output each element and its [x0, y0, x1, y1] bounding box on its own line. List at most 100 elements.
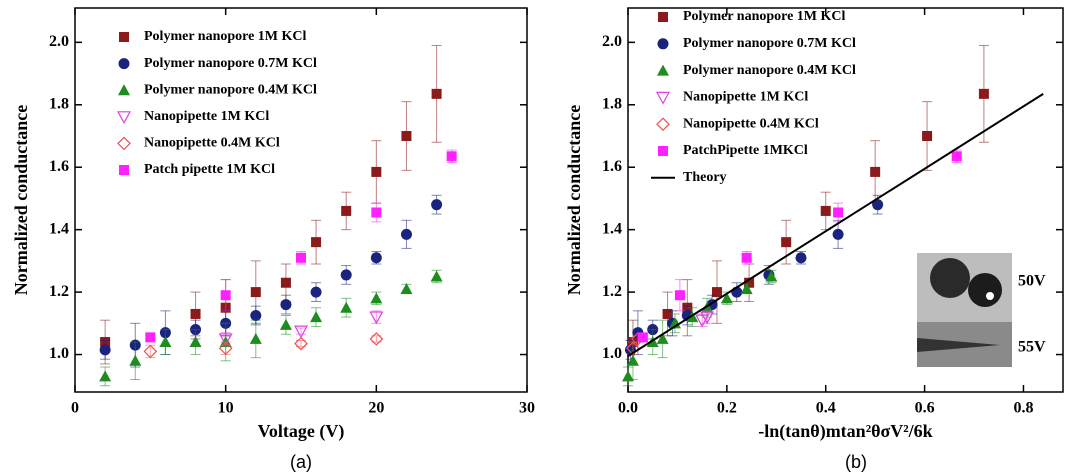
y-tick-label: 1.0	[602, 345, 622, 362]
point	[626, 341, 640, 356]
x-tick-label: 20	[368, 400, 384, 417]
legend-marker	[655, 91, 671, 105]
point	[781, 237, 792, 248]
inset-image	[930, 258, 970, 298]
point	[294, 336, 308, 351]
point	[293, 325, 309, 339]
legend-marker	[657, 64, 669, 76]
point	[431, 199, 443, 211]
error-bar	[145, 344, 156, 359]
point	[250, 287, 261, 298]
point	[189, 336, 202, 348]
legend-label: Polymer nanopore 1M KCl	[683, 9, 846, 24]
point	[370, 292, 383, 304]
legend-label: Nanopipette 1M KCl	[144, 109, 269, 124]
point	[662, 308, 673, 319]
point	[978, 88, 989, 99]
x-tick-label: 10	[218, 400, 234, 417]
legend-marker	[119, 32, 129, 42]
point	[832, 228, 844, 240]
point	[765, 270, 778, 282]
legend-label: Nanopipette 1M KCl	[683, 90, 808, 105]
caption: (a)	[290, 452, 312, 472]
point	[129, 354, 142, 366]
point	[220, 290, 231, 301]
x-tick-label: 0	[71, 400, 79, 417]
legend-label: Nanopipette 0.4M KCl	[683, 116, 819, 131]
legend-marker	[658, 12, 668, 22]
point	[431, 88, 442, 99]
legend-label: Polymer nanopore 0.7M KCl	[144, 56, 317, 71]
point	[700, 311, 715, 325]
point	[870, 166, 881, 177]
legend-label: Polymer nanopore 1M KCl	[144, 29, 307, 44]
point	[711, 287, 722, 298]
point	[741, 252, 752, 263]
point	[370, 252, 382, 264]
legend-label: Theory	[683, 170, 727, 185]
point	[400, 228, 412, 240]
x-tick-label: 0.4	[816, 400, 836, 417]
y-tick-label: 1.2	[49, 283, 69, 300]
point	[720, 292, 733, 304]
panel: 0.0 0.2 0.4 0.6 0.8 1.0 1.2 1.4 1.6 1.8 2.0 -ln(tan…	[564, 7, 1064, 472]
y-tick-label: 1.4	[49, 220, 69, 237]
legend-label: Polymer nanopore 0.7M KCl	[683, 36, 856, 51]
legend-marker	[119, 165, 129, 175]
y-tick-label: 1.6	[602, 158, 622, 175]
point	[400, 282, 413, 294]
legend-label: Polymer nanopore 0.4M KCl	[683, 63, 856, 78]
point	[340, 301, 353, 313]
point	[622, 370, 634, 382]
x-tick-label: 0.6	[915, 400, 935, 417]
legend-label: PatchPipette 1MKCl	[683, 143, 808, 158]
point	[674, 290, 685, 301]
x-tick-label: 0.0	[618, 400, 638, 417]
legend-marker	[117, 136, 131, 151]
point	[280, 277, 291, 288]
point	[401, 131, 412, 141]
point	[922, 131, 933, 141]
point	[371, 166, 382, 177]
y-tick-label: 1.8	[49, 95, 69, 112]
legend-marker	[116, 111, 132, 125]
y-tick-label: 2.0	[49, 33, 69, 50]
point	[340, 269, 352, 281]
point	[369, 311, 384, 325]
theory-line	[627, 93, 1044, 357]
point	[296, 252, 306, 263]
plot-frame	[627, 7, 1064, 393]
legend-label: Polymer nanopore 0.4M KCl	[144, 82, 317, 97]
y-axis-label: Normalized conductance	[11, 105, 31, 295]
plot-frame	[74, 7, 528, 393]
point	[99, 370, 112, 382]
y-tick-label: 1.0	[49, 345, 69, 362]
y-tick-label: 1.2	[602, 283, 622, 300]
legend-marker	[657, 38, 669, 50]
point	[159, 336, 172, 348]
point	[341, 205, 352, 216]
point	[310, 311, 323, 323]
point	[218, 333, 233, 347]
legend-label: Nanopipette 0.4M KCl	[144, 136, 280, 151]
point	[656, 332, 669, 344]
point	[820, 205, 831, 216]
legend-marker	[656, 117, 670, 132]
point	[250, 310, 262, 322]
legend-marker	[658, 146, 668, 156]
error-bar	[296, 327, 306, 335]
y-axis-label: Normalized conductance	[564, 105, 584, 295]
point	[99, 344, 111, 356]
y-tick-label: 2.0	[602, 33, 622, 50]
point	[626, 354, 639, 366]
point	[249, 332, 262, 344]
point	[190, 308, 201, 319]
caption: (b)	[845, 452, 867, 472]
point	[371, 207, 382, 218]
inset: 50V 55V	[917, 253, 1046, 367]
point	[280, 299, 292, 311]
point	[951, 151, 962, 162]
x-tick-label: 0.2	[717, 400, 737, 417]
point	[744, 277, 755, 288]
